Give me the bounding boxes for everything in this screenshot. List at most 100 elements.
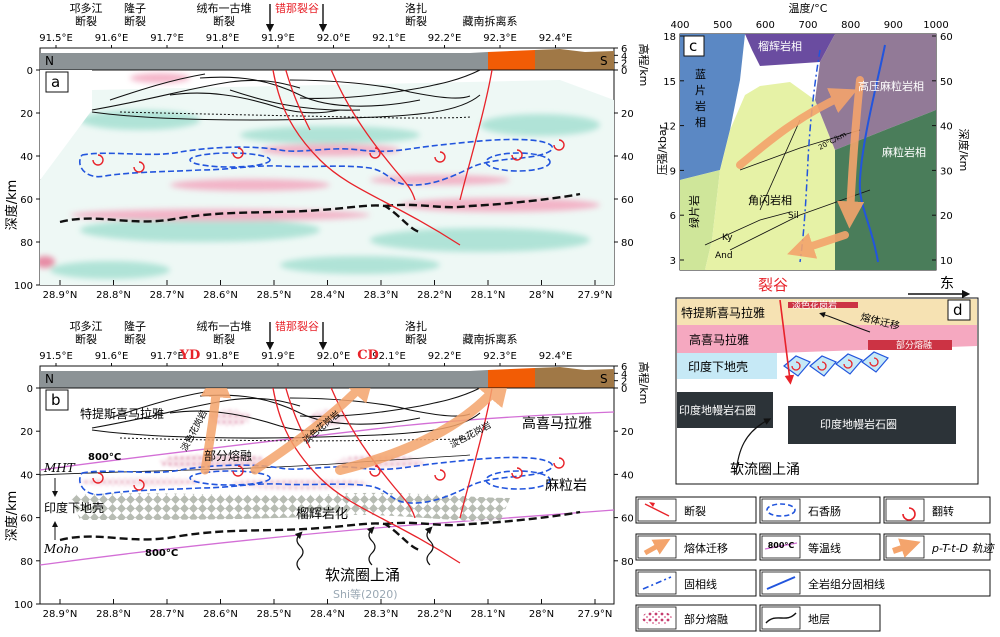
panel-a-side-s: S bbox=[600, 54, 608, 68]
b-fault-label-longzi: 隆子 bbox=[124, 319, 146, 333]
panel-d-mantle-right: 印度地幔岩石圈 bbox=[820, 417, 897, 431]
panel-b-lon-ticks: 91.5°E 91.6°E 91.7°E 91.8°E 91.9°E 92.0°E 92.1… bbox=[39, 351, 572, 368]
lat-tick-label: 28°N bbox=[529, 290, 554, 301]
lon-tick-label: 92.0°E bbox=[317, 351, 351, 362]
panel-c-facies bbox=[680, 34, 936, 270]
label-high-himalaya: 高喜马拉雅 bbox=[522, 415, 592, 432]
label-isotherm-upper: 800°C bbox=[88, 452, 121, 463]
lon-tick-label: 91.7°E bbox=[150, 351, 184, 362]
label-blueschist-1: 蓝 bbox=[695, 68, 706, 81]
label-sil: Sil bbox=[788, 211, 799, 221]
b-fault-label-rongbu-2: 断裂 bbox=[213, 332, 235, 346]
panel-a-lat-ticks: 28.9°N 28.8°N 28.7°N 28.6°N 28.5°N 28.4°N 28.3… bbox=[43, 280, 613, 301]
pressure-tick-label: 9 bbox=[670, 166, 676, 177]
panel-b-fault-labels: 邛多江 断裂 隆子 断裂 绒布一古堆 断裂 错那裂谷 洛扎 断裂 藏南拆离系 bbox=[70, 319, 518, 346]
lon-tick-label: 91.9°E bbox=[261, 351, 295, 362]
lat-tick-label: 28.9°N bbox=[43, 609, 78, 620]
ptt-path-icon bbox=[892, 538, 921, 558]
b-fault-label-rongbu: 绒布一古堆 bbox=[197, 320, 252, 333]
label-partial-melt: 部分熔融 bbox=[204, 448, 252, 463]
fault-label-qiongduojiang: 邛多江 bbox=[70, 1, 103, 15]
label-tethyan-himalaya: 特提斯喜马拉雅 bbox=[80, 406, 164, 421]
elev-tick-label: 0 bbox=[621, 384, 627, 395]
panel-b-lat-ticks: 28.9°N 28.8°N 28.7°N 28.6°N 28.5°N 28.4°N 28.3… bbox=[43, 599, 612, 620]
solidus-dashdot-icon bbox=[642, 576, 672, 590]
b-fault-label-luozha-2: 断裂 bbox=[405, 332, 427, 346]
panel-a-elev-label: 高程/km bbox=[637, 44, 651, 87]
temp-tick-label: 600 bbox=[756, 20, 775, 31]
panel-b-y-label: 深度/km bbox=[4, 491, 20, 542]
depth-tick-label: 10 bbox=[940, 256, 953, 267]
fault-label-rongbu: 绒布一古堆 bbox=[197, 2, 252, 15]
depth-tick-label: 50 bbox=[940, 77, 953, 88]
fault-label-stds: 藏南拆离系 bbox=[463, 14, 518, 28]
panel-a-fault-labels: 邛多江 断裂 隆子 断裂 绒布一古堆 断裂 错那裂谷 洛扎 断裂 藏南拆离系 bbox=[70, 1, 518, 28]
temp-tick-label: 900 bbox=[884, 20, 903, 31]
panel-b-elev-label: 高程/km bbox=[637, 362, 651, 405]
label-ky: Ky bbox=[722, 233, 733, 243]
depth-tick-label: 60 bbox=[20, 195, 33, 206]
lon-tick-label: 92.1°E bbox=[372, 33, 406, 44]
right-depth-tick-label: 20 bbox=[621, 109, 634, 120]
pressure-tick-label: 3 bbox=[670, 256, 676, 267]
b-fault-label-luozha: 洛扎 bbox=[405, 319, 427, 333]
lon-tick-label: 92.1°E bbox=[372, 351, 406, 362]
temp-tick-label: 500 bbox=[713, 20, 732, 31]
b-fault-label-longzi-2: 断裂 bbox=[124, 332, 146, 346]
label-mht: MHT bbox=[43, 461, 76, 475]
label-blueschist-3: 岩 bbox=[695, 99, 706, 113]
fault-label-qiongduojiang-2: 断裂 bbox=[75, 14, 97, 28]
lon-tick-label: 92.2°E bbox=[428, 33, 462, 44]
legend-label: 部分熔融 bbox=[684, 612, 728, 626]
fault-label-longzi-2: 断裂 bbox=[124, 14, 146, 28]
depth-tick-label: 60 bbox=[20, 514, 33, 525]
legend-label: 全岩组分固相线 bbox=[808, 577, 885, 591]
partial-melt-icon bbox=[642, 611, 672, 625]
b-fault-label-qiongduojiang: 邛多江 bbox=[70, 319, 103, 333]
panel-a-boudins bbox=[79, 138, 554, 186]
label-greenschist: 绿片岩 bbox=[687, 195, 701, 228]
panel-a-label: a bbox=[51, 73, 60, 91]
lon-tick-label: 92.3°E bbox=[483, 33, 517, 44]
panel-c-top-title: 温度/°C bbox=[789, 1, 828, 15]
lat-tick-label: 28.8°N bbox=[96, 290, 131, 301]
lat-tick-label: 28.6°N bbox=[203, 609, 238, 620]
lon-tick-label: 91.7°E bbox=[150, 33, 184, 44]
panel-c: 温度/°C 400 500 600 700 800 900 1000 bbox=[656, 1, 971, 271]
right-depth-tick-label: 60 bbox=[621, 514, 634, 525]
legend-label: 固相线 bbox=[684, 577, 717, 591]
panel-a-faults bbox=[272, 70, 493, 246]
elev-tick-label: 2 bbox=[621, 377, 627, 388]
fault-label-rongbu-2: 断裂 bbox=[213, 14, 235, 28]
panel-d-label: d bbox=[953, 301, 963, 319]
lat-tick-label: 27.9°N bbox=[578, 290, 613, 301]
right-depth-tick-label: 80 bbox=[621, 238, 634, 249]
label-isotherm-lower: 800°C bbox=[145, 548, 178, 559]
legend-swatch bbox=[761, 535, 801, 559]
pressure-tick-label: 12 bbox=[663, 122, 676, 133]
lat-tick-label: 28.1°N bbox=[471, 290, 506, 301]
lat-tick-label: 28.1°N bbox=[471, 609, 506, 620]
depth-tick-label: 40 bbox=[20, 152, 33, 163]
depth-tick-label: 20 bbox=[940, 211, 953, 222]
panel-b-side-s: S bbox=[600, 372, 608, 386]
label-granulite-facies: 麻粒岩相 bbox=[882, 145, 926, 159]
lat-tick-label: 28.9°N bbox=[43, 290, 78, 301]
right-depth-tick-label: 40 bbox=[621, 470, 634, 481]
legend-label: p-T-t-D 轨迹 bbox=[931, 542, 996, 555]
right-depth-tick-label: 80 bbox=[621, 557, 634, 568]
depth-tick-label: 60 bbox=[940, 32, 953, 43]
panel-d-leuco: 淡色花岗岩 bbox=[792, 299, 837, 311]
fault-label-luozha: 洛扎 bbox=[405, 1, 427, 15]
fault-label-longzi: 隆子 bbox=[124, 1, 146, 15]
b-fault-label-stds: 藏南拆离系 bbox=[463, 332, 518, 346]
panel-d-indian-crust: 印度下地壳 bbox=[688, 359, 748, 374]
elev-tick-label: 6 bbox=[621, 362, 627, 373]
legend-label: 熔体迁移 bbox=[684, 541, 728, 555]
panel-a-side-n: N bbox=[45, 54, 54, 68]
strata-icon bbox=[765, 612, 797, 624]
pressure-tick-label: 15 bbox=[663, 77, 676, 88]
legend-isotherm-sample: 800°C bbox=[768, 541, 795, 550]
